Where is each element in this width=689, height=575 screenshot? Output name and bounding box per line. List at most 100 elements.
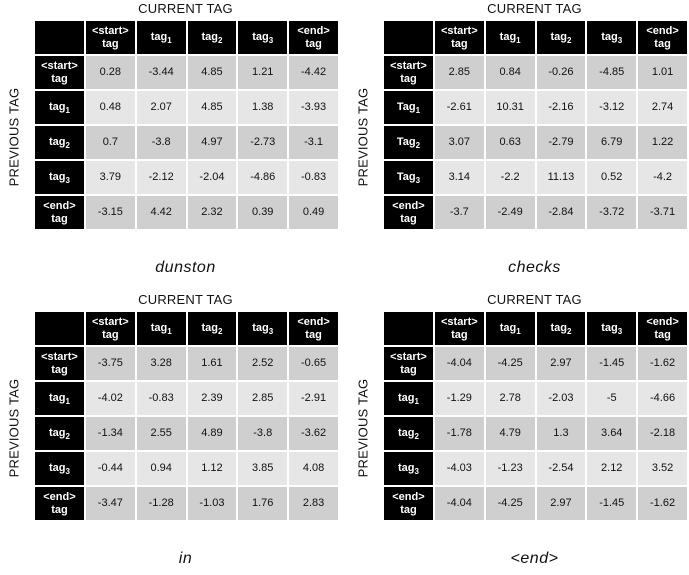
transition-matrix: <start> tag tag1 tag2 tag3 <end> tag <start> tag… <box>33 310 340 522</box>
score-cell: 3.64 <box>585 415 639 452</box>
score-cell: -2.04 <box>185 159 239 196</box>
column-header: <start> tag <box>83 310 137 347</box>
column-header: <end> tag <box>287 19 340 56</box>
header-subscript: 3 <box>268 327 274 337</box>
header-text: tag <box>400 503 417 516</box>
header-text: tag <box>397 427 415 439</box>
score-cell: 2.85 <box>432 54 486 91</box>
header-text: tag <box>397 462 415 474</box>
table-row: <end> tag -3.7 -2.49 -2.84 -3.72 -3.71 <box>382 194 689 231</box>
panel: CURRENT TAG PREVIOUS TAG <start> tag tag1 t… <box>349 0 689 284</box>
row-header: Tag2 <box>382 124 435 161</box>
table-row: tag2 -1.78 4.79 1.3 3.64 -2.18 <box>382 415 689 452</box>
row-header: <start> tag <box>382 345 435 382</box>
header-text: tag <box>51 212 68 225</box>
row-header: <end> tag <box>382 485 435 522</box>
header-subscript: 2 <box>414 432 419 442</box>
header-text: <start> <box>390 59 427 72</box>
score-cell: -1.23 <box>483 450 537 487</box>
header-text: tag <box>400 212 417 225</box>
column-header: <end> tag <box>636 19 689 56</box>
header-text: tag <box>654 37 671 50</box>
score-cell: -5 <box>585 380 639 417</box>
transition-matrix: <start> tag tag1 tag2 tag3 <end> tag <start> tag… <box>382 19 689 231</box>
score-cell: 2.97 <box>534 345 588 382</box>
header-text: tag <box>451 328 468 341</box>
table-row: tag2 0.7 -3.8 4.97 -2.73 -3.1 <box>33 124 340 161</box>
column-header: tag2 <box>534 310 588 347</box>
column-header: <start> tag <box>432 19 486 56</box>
word-label: in <box>178 550 193 567</box>
table-row: <end> tag -4.04 -4.25 2.97 -1.45 -1.62 <box>382 485 689 522</box>
score-cell: -1.28 <box>134 485 188 522</box>
header-text: tag <box>499 322 517 334</box>
header-text: tag <box>48 136 66 148</box>
header-text: tag <box>601 322 618 334</box>
score-cell: -4.2 <box>636 159 689 196</box>
row-header: tag1 <box>33 89 86 126</box>
word-label: checks <box>508 259 561 276</box>
score-cell: 1.38 <box>236 89 290 126</box>
score-cell: -3.1 <box>287 124 340 161</box>
header-row: <start> tag tag1 tag2 tag3 <end> tag <box>33 310 340 347</box>
score-cell: 1.3 <box>534 415 588 452</box>
column-header: tag1 <box>483 310 537 347</box>
score-cell: 2.85 <box>236 380 290 417</box>
corner-cell <box>33 310 86 347</box>
header-text: tag <box>601 31 618 43</box>
header-text: tag <box>48 427 66 439</box>
score-cell: -3.72 <box>585 194 639 231</box>
header-text: Tag <box>396 136 416 148</box>
score-cell: -4.02 <box>83 380 137 417</box>
score-cell: 10.31 <box>483 89 537 126</box>
header-subscript: 3 <box>414 467 419 477</box>
score-cell: -3.47 <box>83 485 137 522</box>
column-header: tag3 <box>585 19 639 56</box>
header-text: tag <box>451 37 468 50</box>
header-text: tag <box>48 462 66 474</box>
header-text: Tag <box>396 171 416 183</box>
score-cell: -1.34 <box>83 415 137 452</box>
previous-tag-label: PREVIOUS TAG <box>355 87 371 187</box>
score-cell: -0.83 <box>287 159 340 196</box>
score-cell: 0.94 <box>134 450 188 487</box>
score-cell: 1.76 <box>236 485 290 522</box>
row-header: tag2 <box>382 415 435 452</box>
score-cell: -1.62 <box>636 485 689 522</box>
row-header: tag3 <box>382 450 435 487</box>
header-text: <start> <box>41 59 78 72</box>
header-subscript: 1 <box>65 106 70 116</box>
header-subscript: 2 <box>217 36 223 46</box>
row-header: <end> tag <box>33 194 86 231</box>
row-header: <start> tag <box>382 54 435 91</box>
score-cell: -3.8 <box>134 124 188 161</box>
score-cell: -0.44 <box>83 450 137 487</box>
table-row: tag1 -1.29 2.78 -2.03 -5 -4.66 <box>382 380 689 417</box>
column-header: tag3 <box>236 19 290 56</box>
score-cell: -3.93 <box>287 89 340 126</box>
row-header: tag1 <box>382 380 435 417</box>
score-cell: -4.04 <box>432 485 486 522</box>
score-cell: -2.61 <box>432 89 486 126</box>
score-cell: -3.62 <box>287 415 340 452</box>
score-cell: 2.32 <box>185 194 239 231</box>
header-text: tag <box>305 328 322 341</box>
table-row: <start> tag 2.85 0.84 -0.26 -4.85 1.01 <box>382 54 689 91</box>
header-text: <end> <box>43 490 76 503</box>
header-subscript: 1 <box>414 397 419 407</box>
corner-cell <box>382 19 435 56</box>
table-row: <start> tag 0.28 -3.44 4.85 1.21 -4.42 <box>33 54 340 91</box>
current-tag-label: CURRENT TAG <box>487 292 582 307</box>
score-cell: -4.04 <box>432 345 486 382</box>
row-header: tag2 <box>33 124 86 161</box>
previous-tag-label: PREVIOUS TAG <box>355 378 371 478</box>
table-row: <end> tag -3.47 -1.28 -1.03 1.76 2.83 <box>33 485 340 522</box>
column-header: tag1 <box>134 19 188 56</box>
score-cell: -3.75 <box>83 345 137 382</box>
row-header: tag3 <box>33 159 86 196</box>
header-text: <start> <box>91 24 129 37</box>
header-text: tag <box>51 503 68 516</box>
row-header: <end> tag <box>382 194 435 231</box>
column-header: tag2 <box>534 19 588 56</box>
score-cell: -0.65 <box>287 345 340 382</box>
